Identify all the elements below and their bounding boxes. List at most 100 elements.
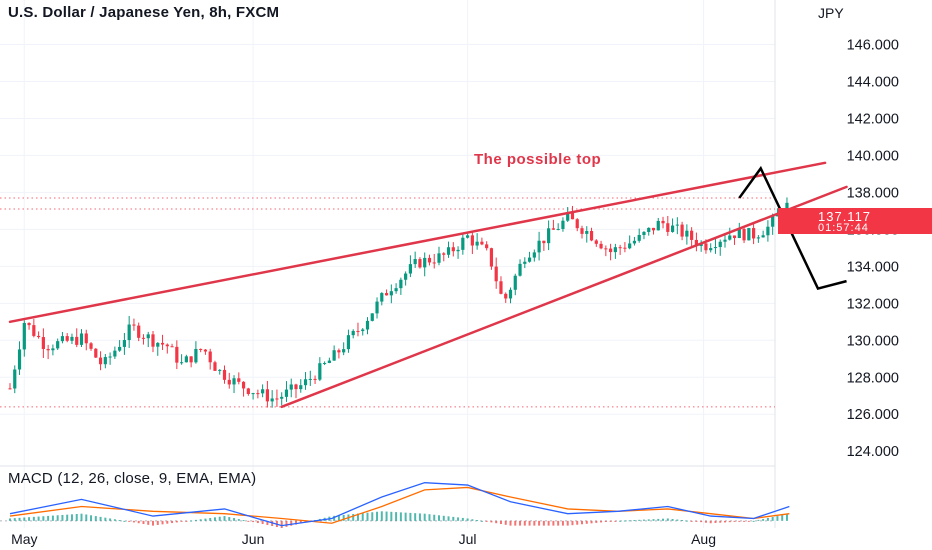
macd-histogram-bar (671, 518, 674, 521)
macd-histogram-bar (99, 516, 102, 521)
candle-body (709, 248, 713, 251)
candle-body (346, 335, 351, 350)
macd-histogram-bar (604, 520, 607, 522)
candle-body (65, 336, 69, 341)
candle-body (137, 325, 141, 338)
macd-histogram-bar (542, 520, 545, 526)
candle-body (427, 257, 432, 263)
macd-histogram-bar (366, 512, 369, 521)
annotation-label: The possible top (474, 151, 602, 168)
macd-line (9, 482, 790, 527)
y-tick-label: 134.000 (847, 259, 899, 275)
y-tick-label: 124.000 (847, 444, 899, 460)
macd-histogram-bar (409, 512, 412, 521)
candle-body (580, 228, 584, 234)
candle-body (766, 226, 770, 236)
candle-body (537, 240, 541, 253)
candle-body (332, 350, 336, 361)
candle-body (642, 231, 646, 235)
macd-histogram-bar (261, 520, 264, 525)
macd-histogram-bar (190, 520, 193, 522)
macd-histogram-bar (342, 514, 345, 521)
macd-histogram-bar (90, 515, 93, 521)
candle-body (747, 228, 751, 241)
candle-body (508, 289, 513, 299)
macd-histogram-bar (571, 520, 574, 526)
candle-body (499, 281, 503, 294)
candle-body (103, 357, 107, 365)
candle-body (670, 225, 675, 232)
macd-histogram-bar (552, 520, 555, 526)
x-axis: May Jun Jul Aug (11, 531, 716, 547)
candle-body (60, 336, 65, 342)
macd-histogram-bar (733, 520, 736, 522)
candle-body (399, 279, 403, 289)
candle-body (308, 378, 312, 380)
macd-histogram-bar (428, 514, 431, 521)
macd-signal-line (9, 486, 790, 524)
candle-body (37, 335, 41, 338)
candle-body (265, 389, 269, 402)
candle-body (175, 346, 179, 363)
candle-body (752, 228, 756, 239)
candle-body (94, 348, 98, 358)
macd-histogram-bar (361, 513, 364, 521)
candle-body (527, 257, 532, 262)
macd-histogram-bar (175, 520, 178, 523)
macd-histogram-bar (504, 520, 507, 525)
macd-histogram-bar (785, 514, 788, 521)
macd-histogram-bar (595, 520, 598, 523)
candle-body (756, 237, 760, 239)
candle-body (718, 241, 722, 248)
macd-histogram-bar (285, 520, 288, 527)
candle-body (146, 334, 150, 339)
macd-histogram-bar (414, 513, 417, 521)
candle-body (675, 224, 679, 226)
macd-histogram-bar (385, 511, 388, 521)
macd-histogram-bar (418, 513, 421, 521)
macd-histogram-bar (80, 513, 83, 521)
macd-histogram-bar (700, 520, 703, 523)
macd-histogram-bar (132, 520, 135, 523)
macd-histogram-bar (66, 514, 69, 521)
macd-histogram-bar (509, 520, 512, 526)
macd-histogram-bar (109, 518, 112, 521)
candle-body (280, 396, 284, 399)
candle-body (628, 243, 632, 249)
candle-body (742, 228, 746, 241)
candle-body (208, 351, 212, 363)
candle-body (218, 369, 222, 371)
candle-body (227, 379, 231, 385)
candle-body (299, 385, 303, 390)
macd-histogram-bar (647, 519, 650, 521)
chart-title: U.S. Dollar / Japanese Yen, 8h, FXCM (8, 4, 280, 21)
candle-body (713, 247, 718, 249)
macd-histogram-bar (533, 520, 536, 526)
macd-histogram-bar (499, 520, 502, 525)
candle-body (761, 235, 765, 238)
candle-body (523, 261, 527, 264)
candle-body (456, 249, 460, 252)
candle-body (380, 293, 384, 302)
macd-histogram-bar (247, 520, 250, 522)
macd-histogram-bar (566, 520, 569, 526)
candle-body (141, 337, 146, 339)
macd-histogram-bar (266, 520, 269, 526)
candle-body (413, 259, 417, 265)
candle-body (446, 247, 451, 255)
candle-body (470, 235, 474, 246)
candle-body (32, 325, 36, 336)
lower-trendline (280, 185, 848, 409)
y-tick-label: 132.000 (847, 296, 899, 312)
macd-histogram-bar (333, 515, 336, 521)
candle-body (613, 247, 617, 253)
macd-histogram-bar (280, 520, 283, 528)
candle-body (213, 362, 217, 371)
macd-histogram-bar (28, 517, 31, 521)
macd-histogram-bar (685, 520, 688, 522)
candle-body (156, 342, 160, 347)
candle-body (551, 228, 555, 230)
candle-body (618, 247, 622, 249)
candle-body (775, 214, 780, 217)
